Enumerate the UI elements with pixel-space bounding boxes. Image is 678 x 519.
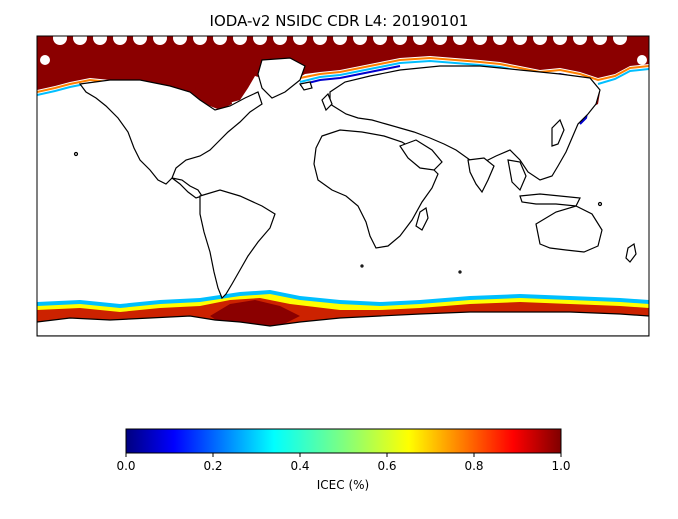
iceland	[299, 81, 313, 91]
colorbar: 0.0 0.2 0.4 0.6 0.8 1.0	[116, 428, 571, 473]
japan	[551, 118, 565, 147]
south-america	[199, 189, 276, 300]
colorbar-tick-label: 0.4	[290, 459, 309, 473]
colorbar-ticks: 0.0 0.2 0.4 0.6 0.8 1.0	[116, 453, 571, 473]
se-asia	[507, 159, 527, 192]
australia	[535, 205, 603, 253]
map-frame	[36, 35, 650, 337]
colorbar-tick-label: 0.6	[377, 459, 396, 473]
uk	[321, 92, 333, 112]
pole-artifacts	[40, 36, 647, 65]
new-zealand	[625, 243, 637, 263]
map-area	[37, 36, 649, 336]
africa	[313, 129, 439, 249]
chart-title: IODA-v2 NSIDC CDR L4: 20190101	[209, 12, 469, 30]
india	[467, 157, 495, 194]
colorbar-tick-label: 0.0	[116, 459, 135, 473]
antarctica	[37, 311, 649, 336]
colorbar-tick-label: 1.0	[551, 459, 570, 473]
arctic-ice	[37, 36, 649, 104]
north-america	[78, 79, 263, 185]
colorbar-tick-label: 0.8	[464, 459, 483, 473]
arabia	[399, 139, 443, 171]
colorbar-gradient	[125, 428, 562, 454]
colorbar-label: ICEC (%)	[316, 478, 370, 492]
eurasia	[329, 65, 601, 181]
colorbar-tick-label: 0.2	[203, 459, 222, 473]
madagascar	[415, 207, 429, 231]
greenland	[257, 57, 306, 99]
coastlines	[73, 57, 637, 300]
